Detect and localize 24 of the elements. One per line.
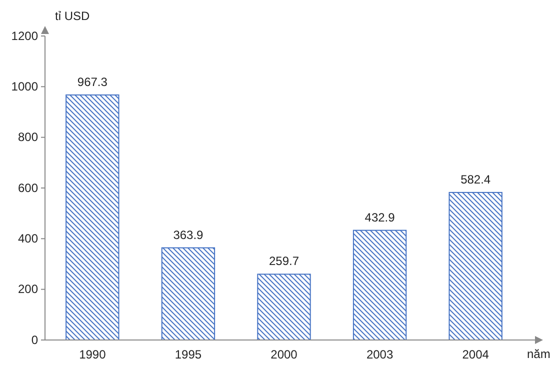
bar — [257, 274, 311, 340]
y-tick-label: 800 — [18, 130, 38, 144]
data-label: 259.7 — [268, 254, 300, 268]
bar — [448, 192, 502, 340]
data-label: 967.3 — [77, 74, 108, 89]
x-tick-label: 2000 — [270, 348, 298, 362]
x-tick-label: 2003 — [366, 348, 394, 362]
data-label: 582.4 — [460, 172, 491, 186]
x-tick-label: 2004 — [462, 348, 490, 362]
y-tick-label: 400 — [18, 232, 38, 246]
y-tick-label: 1200 — [11, 28, 38, 43]
data-label: 363.9 — [173, 228, 204, 242]
y-tick-label: 1000 — [11, 80, 38, 94]
bar — [352, 230, 407, 340]
data-label: 432.9 — [364, 210, 396, 224]
x-tick-label: 1995 — [174, 348, 202, 362]
x-axis-title: năm — [527, 347, 550, 361]
bar — [161, 247, 216, 340]
y-tick-label: 600 — [18, 180, 38, 195]
y-tick-label: 0 — [31, 332, 38, 347]
y-axis-title: tỉ USD — [55, 9, 90, 23]
bar — [66, 94, 120, 340]
y-tick-label: 200 — [18, 282, 38, 296]
x-tick-label: 1990 — [79, 348, 106, 362]
